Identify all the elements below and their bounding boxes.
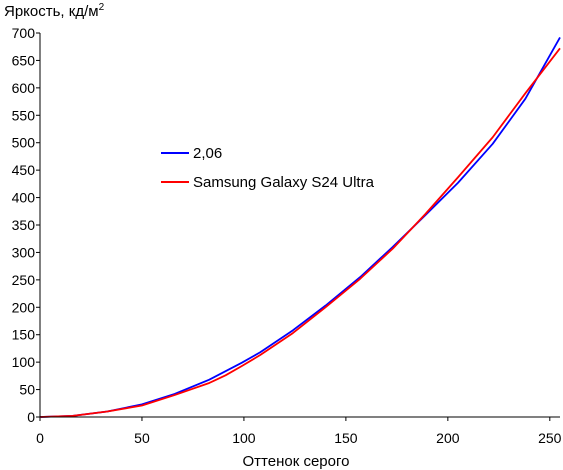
x-axis-title: Оттенок серого (243, 453, 350, 470)
y-axis-title-text: Яркость, кд/м (4, 3, 99, 20)
y-tick-label: 100 (12, 354, 36, 370)
x-axis-ticks: 0 50 100 150 200 250 (36, 417, 562, 446)
series-line-1 (39, 36, 561, 418)
legend: 2,06 Samsung Galaxy S24 Ultra (161, 145, 375, 191)
x-tick-label: 200 (436, 430, 460, 446)
axes (39, 33, 560, 418)
y-axis-title: Яркость, кд/м2 (4, 2, 105, 20)
y-tick-label: 50 (19, 382, 35, 398)
series-layer (39, 36, 561, 418)
y-axis-ticks: 0 50 100 150 200 250 300 350 400 450 500 550 600 650 7… (12, 25, 40, 425)
x-tick-label: 150 (334, 430, 358, 446)
x-tick-label: 50 (134, 430, 150, 446)
y-tick-label: 250 (12, 272, 36, 288)
x-tick-label: 250 (538, 430, 562, 446)
y-axis-title-superscript: 2 (99, 2, 105, 13)
y-tick-label: 500 (12, 135, 36, 151)
legend-label-1: 2,06 (193, 145, 222, 162)
y-tick-label: 400 (12, 190, 36, 206)
legend-label-2: Samsung Galaxy S24 Ultra (193, 174, 375, 191)
y-tick-label: 600 (12, 80, 36, 96)
y-tick-label: 450 (12, 162, 36, 178)
y-tick-label: 200 (12, 299, 36, 315)
y-tick-label: 300 (12, 244, 36, 260)
y-tick-label: 650 (12, 52, 36, 68)
y-tick-label: 350 (12, 217, 36, 233)
y-tick-label: 700 (12, 25, 36, 41)
y-tick-label: 150 (12, 327, 36, 343)
y-tick-label: 550 (12, 107, 36, 123)
y-tick-label: 0 (27, 409, 35, 425)
series-line-2 (39, 47, 561, 418)
x-tick-label: 100 (232, 430, 256, 446)
x-tick-label: 0 (36, 430, 44, 446)
